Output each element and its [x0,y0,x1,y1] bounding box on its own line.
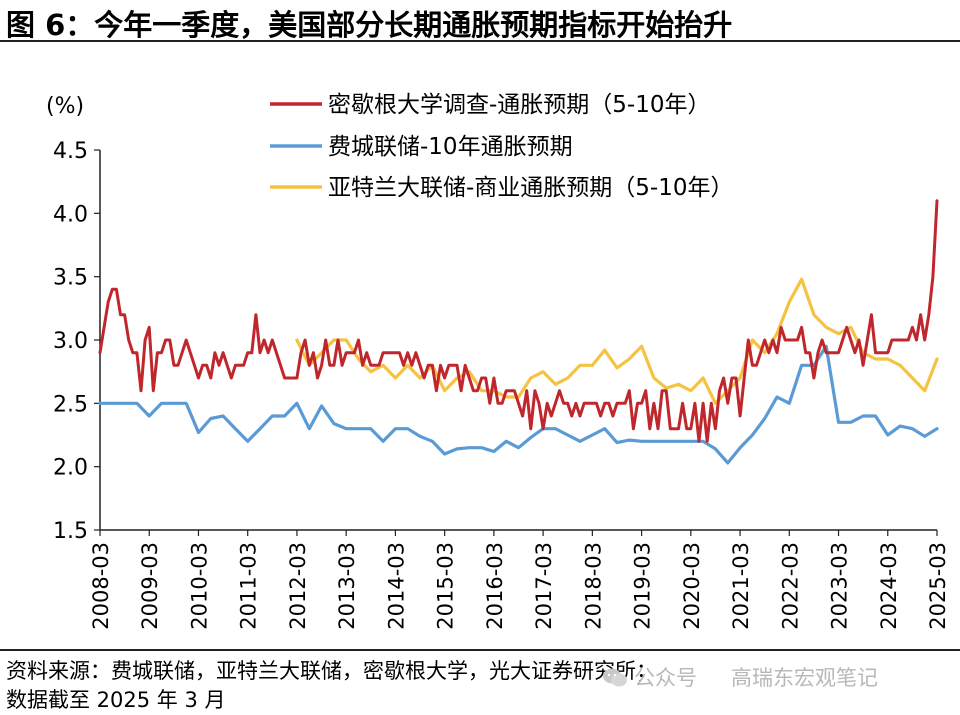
source-note: 资料来源：费城联储，亚特兰大联储，密歇根大学，光大证券研究所； [6,659,657,683]
x-tick-label: 2021-03 [729,542,753,630]
x-axis: 2008-03 2009-03 2010-03 2011-03 2012-03 2013-… [89,529,950,630]
legend: 密歇根大学调查-通胀预期（5-10年） 费城联储-10年通胀预期亚特兰大联储-商业… [270,92,734,201]
x-tick-label: 2020-03 [680,542,704,630]
series-line-1 [98,199,939,443]
x-tick-label: 2024-03 [877,542,901,630]
y-axis: 1.5 2.0 2.5 3.0 3.5 4.0 4.5 (%) [46,94,101,544]
legend-label-3: 亚特兰大联储-商业通胀预期（5-10年） [328,175,734,201]
x-tick-label: 2017-03 [532,542,556,630]
page-title: 图 6：今年一季度，美国部分长期通胀预期指标开始抬升 [6,8,733,42]
watermark-author: 高瑞东宏观笔记 [731,666,878,690]
wechat-icon [603,668,627,687]
x-tick-label: 2010-03 [187,542,211,630]
watermark-channel: 公众号 [634,666,697,690]
y-axis-label: (%) [46,94,84,119]
y-tick-label: 4.0 [53,202,88,227]
y-tick-label: 3.0 [53,329,88,354]
x-tick-label: 2013-03 [335,542,359,630]
y-tick-label: 2.0 [53,456,88,481]
series-line-2 [98,344,939,465]
x-tick-label: 2011-03 [237,542,261,630]
footer-divider [0,649,960,651]
x-tick-label: 2008-03 [89,542,113,630]
title-divider [0,40,960,42]
x-tick-label: 2014-03 [384,542,408,630]
x-tick-label: 2023-03 [828,542,852,630]
x-tick-label: 2016-03 [483,542,507,630]
x-tick-label: 2018-03 [581,542,605,630]
watermark: 公众号 高瑞东宏观笔记 [602,662,878,692]
x-tick-label: 2022-03 [778,542,802,630]
x-tick-label: 2019-03 [631,542,655,630]
x-tick-label: 2012-03 [286,542,310,630]
y-tick-label: 4.5 [53,139,88,164]
x-tick-label: 2025-03 [926,542,950,630]
y-tick-label: 3.5 [53,266,88,291]
line-chart: 1.52.02.53.03.54.04.5(%) 2008-03 2009-03 2… [46,92,950,630]
series-line-3 [295,277,939,405]
x-tick-label: 2009-03 [138,542,162,630]
data-cutoff-note: 数据截至 2025 年 3 月 [6,688,226,712]
x-tick-label: 2015-03 [434,542,458,630]
series-layer [98,199,939,465]
legend-label-1: 密歇根大学调查-通胀预期（5-10年） [328,92,711,118]
y-tick-label: 1.5 [53,519,88,544]
y-tick-label: 2.5 [53,392,88,417]
legend-label-2: 费城联储-10年通胀预期 [328,134,573,160]
